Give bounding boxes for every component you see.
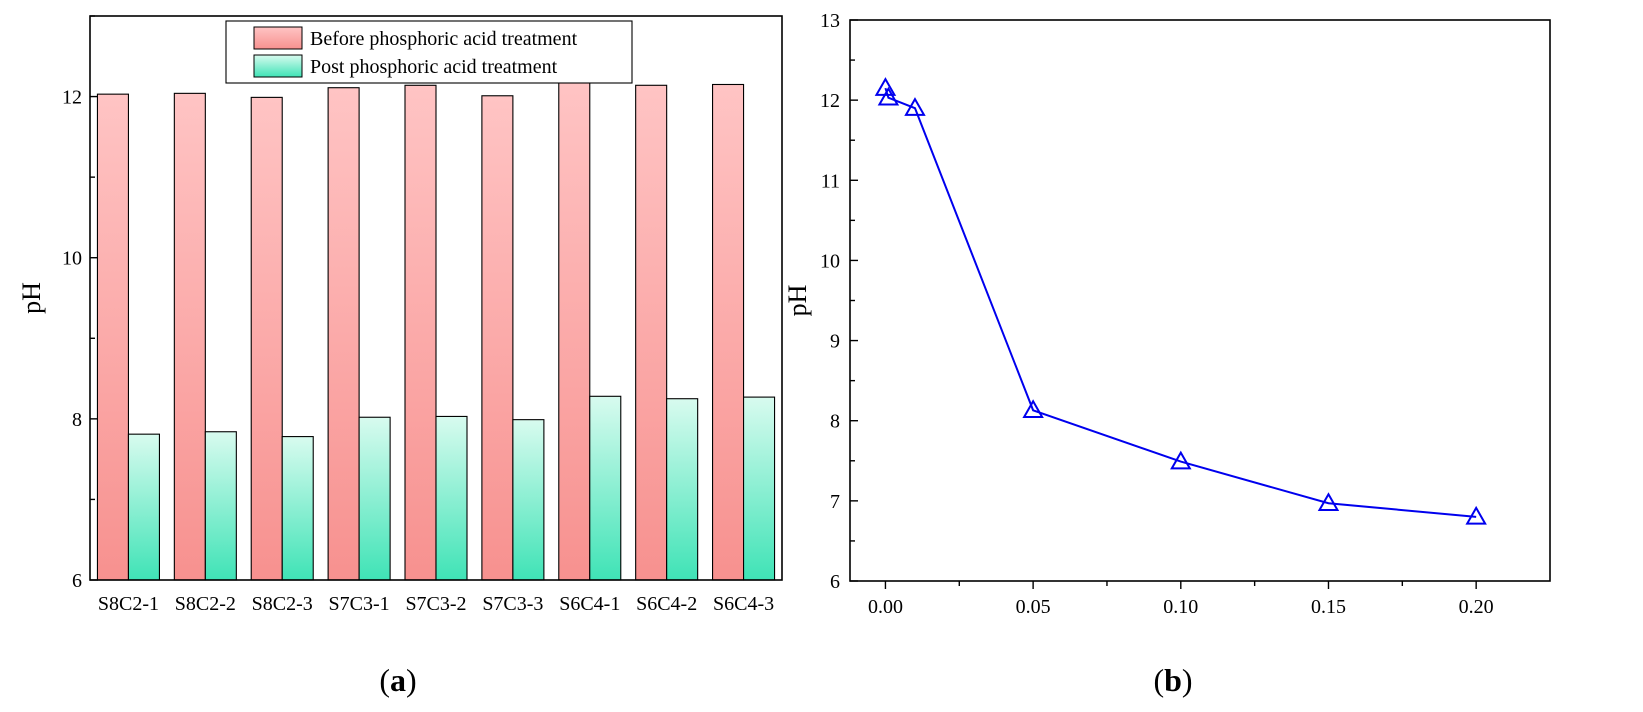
- x-tick-label: 0.00: [868, 596, 903, 618]
- data-point-marker: [877, 86, 900, 106]
- x-tick-label: S8C2-2: [175, 593, 236, 615]
- panel-b-line-chart: 6 7 8 9 10 11 12 13 0.00 0.05 0.10 0.15 0.20 pH (b): [783, 10, 1551, 698]
- data-point-marker: [1317, 492, 1340, 512]
- bar-before-S6C4-1: [558, 80, 591, 581]
- y-tick-label: 6: [72, 570, 82, 592]
- x-tick-label: 0.10: [1163, 596, 1198, 618]
- bar-post-S8C2-2: [204, 431, 237, 581]
- bar-post-S7C3-2: [435, 415, 468, 581]
- legend-swatch: [253, 26, 303, 50]
- bar-before-S6C4-3: [712, 83, 745, 581]
- bar-post-S7C3-3: [512, 419, 545, 581]
- y-tick-label: 12: [62, 87, 82, 109]
- y-axis: 6 8 10 12: [62, 15, 98, 592]
- bar-before-S8C2-1: [96, 93, 129, 581]
- x-axis: 0.00 0.05 0.10 0.15 0.20: [868, 581, 1494, 618]
- bar-group: [96, 80, 776, 581]
- bar-before-S7C3-1: [327, 87, 360, 581]
- x-tick-label: S6C4-2: [636, 593, 697, 615]
- x-axis: S8C2-1 S8C2-2 S8C2-3 S7C3-1 S7C3-2 S7C3-3 S6C4…: [98, 593, 774, 615]
- y-tick-label: 7: [830, 491, 840, 513]
- x-tick-label: 0.20: [1459, 596, 1494, 618]
- y-axis: 6 7 8 9 10 11 12 13: [820, 10, 858, 593]
- panel-label-b: (b): [1153, 662, 1192, 698]
- panel-a-bar-chart: 6 8 10 12 S8C2-1 S8C2-2 S8C2-3 S7C3-1 S7C3-2 S7C…: [17, 15, 783, 698]
- bar-post-S6C4-3: [743, 396, 776, 581]
- data-point-marker: [1022, 399, 1044, 419]
- plot-frame: [849, 19, 1551, 582]
- y-axis-label: pH: [783, 284, 812, 316]
- y-tick-label: 8: [72, 409, 82, 431]
- bar-post-S8C2-3: [281, 436, 314, 581]
- plot-frame: [89, 15, 783, 581]
- x-tick-label: S7C3-1: [329, 593, 390, 615]
- bar-post-S7C3-1: [358, 416, 391, 581]
- bar-before-S7C3-3: [481, 95, 514, 581]
- x-tick-label: S6C4-1: [559, 593, 620, 615]
- bar-before-S7C3-2: [404, 84, 437, 581]
- data-point-marker: [1465, 505, 1487, 525]
- y-tick-label: 11: [821, 170, 840, 192]
- bar-before-S6C4-2: [635, 84, 668, 581]
- y-tick-label: 8: [830, 411, 840, 433]
- x-tick-label: S7C3-2: [405, 593, 466, 615]
- y-tick-label: 9: [830, 331, 840, 353]
- legend: Before phosphoric acid treatment Post pho…: [225, 20, 633, 84]
- line-series: [874, 77, 1487, 525]
- x-tick-label: S8C2-1: [98, 593, 159, 615]
- series-line: [884, 87, 1477, 518]
- x-tick-label: 0.15: [1311, 596, 1346, 618]
- y-tick-label: 10: [820, 250, 840, 272]
- x-tick-label: S7C3-3: [482, 593, 543, 615]
- panel-label-a: (a): [379, 662, 416, 698]
- legend-label: Before phosphoric acid treatment: [310, 28, 578, 50]
- bar-post-S6C4-1: [589, 395, 622, 581]
- x-tick-label: 0.05: [1016, 596, 1051, 618]
- data-point-marker: [1170, 450, 1192, 470]
- x-tick-label: S6C4-3: [713, 593, 774, 615]
- y-tick-label: 12: [820, 90, 840, 112]
- bar-before-S8C2-2: [173, 92, 206, 581]
- y-tick-label: 10: [62, 248, 82, 270]
- x-tick-label: S8C2-3: [252, 593, 313, 615]
- data-point-marker: [904, 97, 926, 116]
- bar-before-S8C2-3: [250, 96, 283, 581]
- legend-label: Post phosphoric acid treatment: [310, 56, 558, 78]
- y-axis-label: pH: [17, 282, 46, 314]
- bar-post-S8C2-1: [127, 433, 160, 581]
- bar-post-S6C4-2: [666, 398, 699, 581]
- y-tick-label: 13: [820, 10, 840, 32]
- y-tick-label: 6: [830, 571, 840, 593]
- legend-swatch: [253, 54, 303, 78]
